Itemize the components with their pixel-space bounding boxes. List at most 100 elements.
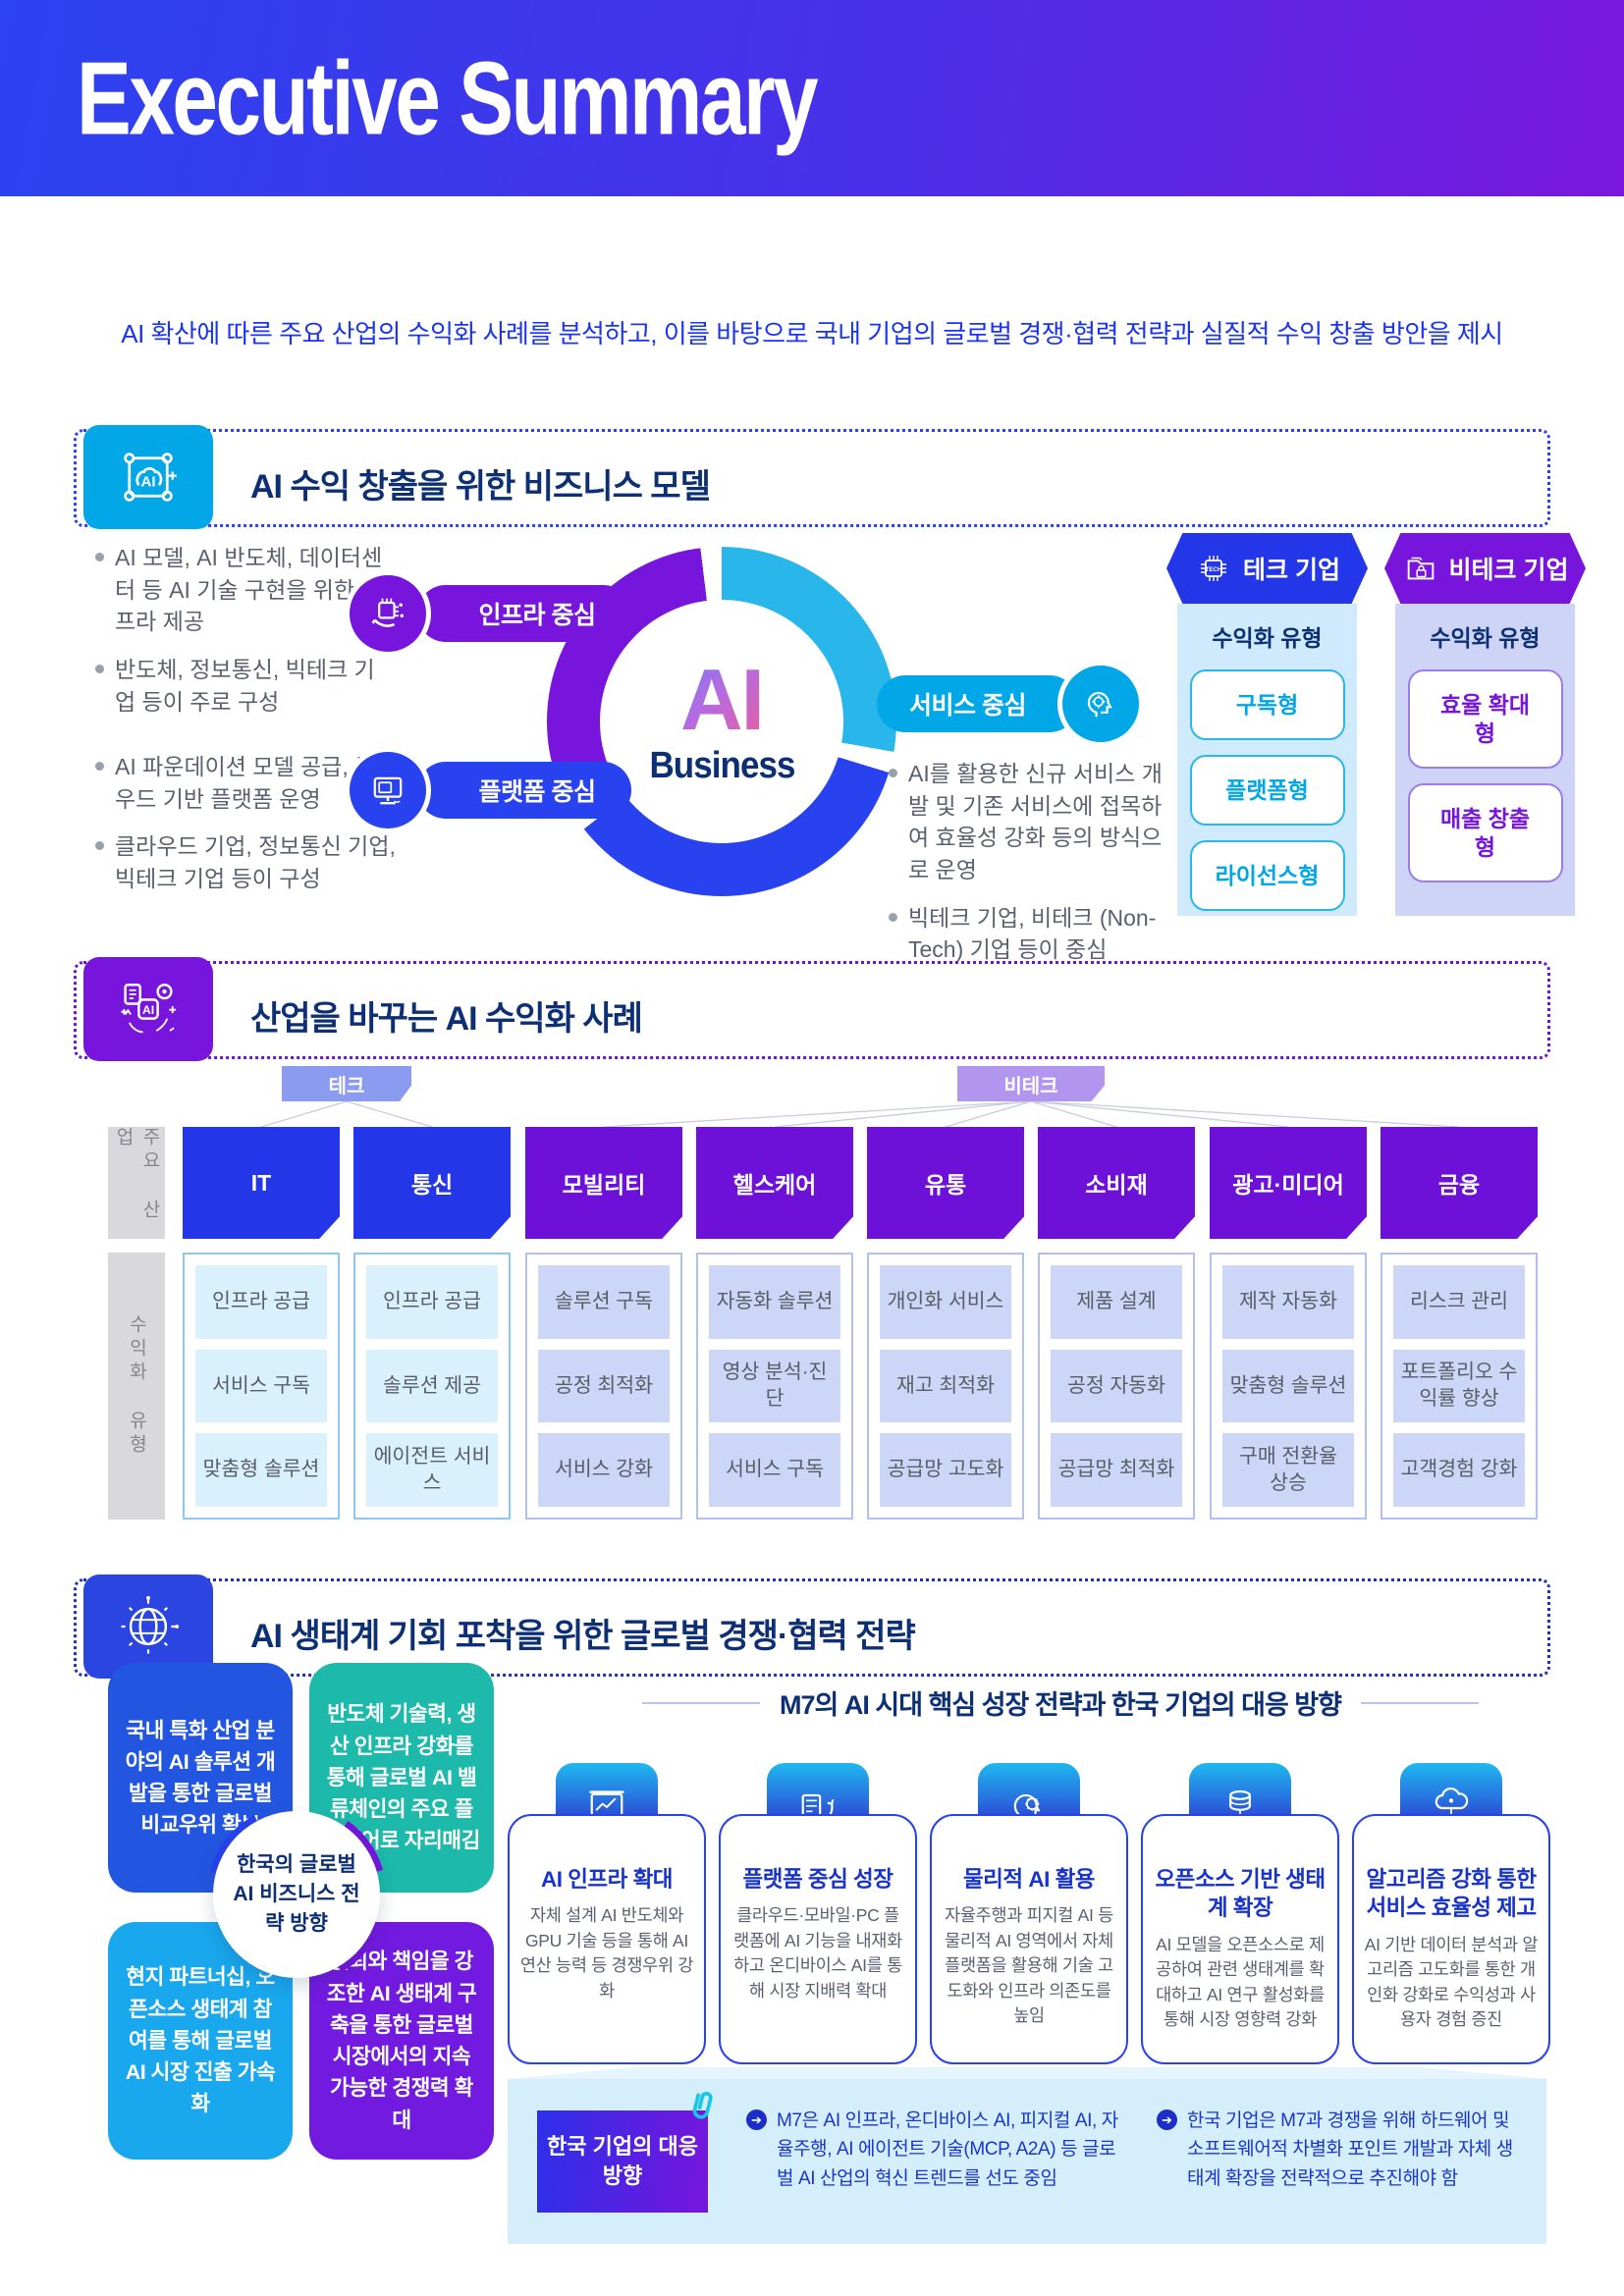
- table-cell: 에이전트 서비스: [366, 1433, 498, 1508]
- section2-badge: AI: [83, 957, 213, 1061]
- list-item: ➔ 한국 기업은 M7과 경쟁을 위해 하드웨어 및 소프트웨어적 차별화 포인…: [1157, 2107, 1522, 2193]
- physical-ai-robot-icon: [1005, 1785, 1053, 1832]
- m7-card-body: AI 모델을 오픈소스로 제공하여 관련 생태계를 확대하고 AI 연구 활성화…: [1156, 1934, 1325, 2030]
- pill-infra: 인프라 중심: [417, 585, 631, 642]
- column-header: IT: [183, 1127, 340, 1239]
- tech-card-title: 테크 기업: [1243, 557, 1340, 584]
- industry-ai-icon: AI: [116, 977, 181, 1041]
- m7-card-body: 자율주행과 피지컬 AI 등 물리적 AI 영역에서 자체 플랫폼을 활용해 기…: [945, 1905, 1113, 2026]
- table-cell: 공급망 최적화: [1051, 1433, 1182, 1508]
- list-item: 반도체, 정보통신, 빅테크 기업 등이 주로 구성: [93, 654, 393, 718]
- table-cell: 솔루션 구독: [538, 1265, 670, 1339]
- strategy-center-circle: 한국의 글로벌 AI 비즈니스 전략 방향: [213, 1811, 380, 1978]
- table-cell: 자동화 솔루션: [709, 1265, 840, 1339]
- svg-text:AI: AI: [140, 474, 155, 491]
- strategy-card: 현지 파트너십, 오픈소스 생태계 참여를 통해 글로벌 AI 시장 진출 가속…: [108, 1922, 293, 2160]
- business-label: Business: [648, 744, 795, 786]
- section3-title: AI 생태계 기회 포착을 위한 글로벌 경쟁·협력 전략: [250, 1618, 916, 1655]
- column-body: 제작 자동화 맞춤형 솔루션 구매 전환율 상승: [1210, 1253, 1367, 1520]
- column-header: 금융: [1380, 1127, 1538, 1239]
- section2-title: 산업을 바꾸는 AI 수익화 사례: [250, 1000, 643, 1038]
- column-header: 광고·미디어: [1210, 1127, 1367, 1239]
- nontech-card-header: 비테크 기업: [1384, 533, 1586, 604]
- table-cell: 포트폴리오 수익률 향상: [1393, 1349, 1525, 1423]
- column-body: 솔루션 구독 공정 최적화 서비스 강화: [525, 1253, 682, 1520]
- monitor-icon: [350, 752, 426, 828]
- m7-card-body: 클라우드·모바일·PC 플랫폼에 AI 기능을 내재화하고 온디바이스 AI를 …: [733, 1905, 902, 2001]
- m7-card-title: 알고리즘 강화 통한 서비스 효율성 제고: [1366, 1867, 1537, 1921]
- nontech-company-card: 비테크 기업 수익화 유형 효율 확대형 매출 창출형: [1384, 533, 1586, 916]
- tag-connector-lines: [183, 1101, 1538, 1127]
- table-cell: 서비스 구독: [195, 1349, 327, 1423]
- m7-title-row: M7의 AI 시대 핵심 성장 전략과 한국 기업의 대응 방향: [550, 1683, 1571, 1722]
- table-cell: 고객경험 강화: [1393, 1433, 1525, 1508]
- column-header: 소비재: [1038, 1127, 1195, 1239]
- nontech-card-title: 비테크 기업: [1448, 557, 1569, 584]
- globe-network-icon: [116, 1594, 181, 1659]
- header-banner: Executive Summary: [0, 0, 1624, 196]
- m7-card: AI 인프라 확대 자체 설계 AI 반도체와 GPU 기술 등을 통해 AI …: [508, 1814, 706, 2064]
- strategy-center-arcs: [203, 1801, 390, 1988]
- tag-nontech: 비테크: [957, 1066, 1105, 1101]
- pill-service-label: 서비스 중심: [909, 692, 1026, 720]
- ai-brain-icon: AI: [116, 445, 181, 509]
- response-bullet-text: 한국 기업은 M7과 경쟁을 위해 하드웨어 및 소프트웨어적 차별화 포인트 …: [1187, 2110, 1513, 2189]
- response-label: 한국 기업의 대응 방향: [537, 2110, 708, 2213]
- table-cell: 공정 자동화: [1051, 1349, 1182, 1423]
- service-bullets: AI를 활용한 신규 서비스 개발 및 기존 서비스에 접목하여 효율성 강화 …: [887, 758, 1171, 966]
- svg-text:AI: AI: [142, 1003, 154, 1017]
- m7-title: M7의 AI 시대 핵심 성장 전략과 한국 기업의 대응 방향: [780, 1690, 1342, 1720]
- column-body: 리스크 관리 포트폴리오 수익률 향상 고객경험 강화: [1380, 1253, 1538, 1520]
- table-cell: 서비스 구독: [709, 1433, 840, 1508]
- table-cell: 제품 설계: [1051, 1265, 1182, 1339]
- row-label-industry: 주요 산업: [108, 1127, 165, 1239]
- column-body: 자동화 솔루션 영상 분석·진단 서비스 구독: [696, 1253, 853, 1520]
- funnel-beam: [508, 2067, 1546, 2079]
- infra-bullets: AI 모델, AI 반도체, 데이터센터 등 AI 기술 구현을 위한 인프라 …: [93, 542, 393, 718]
- section3-badge: [83, 1575, 213, 1679]
- pill-platform: 플랫폼 중심: [417, 762, 631, 819]
- strategy-card: 국내 특화 산업 분야의 AI 솔루션 개발을 통한 글로벌 비교우위 확보: [108, 1663, 293, 1893]
- m7-card: 오픈소스 기반 생태계 확장 AI 모델을 오픈소스로 제공하여 관련 생태계를…: [1141, 1814, 1339, 2064]
- m7-card-title: 물리적 AI 활용: [962, 1867, 1096, 1892]
- column-body: 인프라 공급 서비스 구독 맞춤형 솔루션: [183, 1253, 340, 1520]
- m7-card-title: 플랫폼 중심 성장: [742, 1867, 893, 1892]
- m7-card-title: 오픈소스 기반 생태계 확장: [1155, 1867, 1326, 1921]
- m7-card: 알고리즘 강화 통한 서비스 효율성 제고 AI 기반 데이터 분석과 알고리즘…: [1352, 1814, 1550, 2064]
- list-item: AI 모델, AI 반도체, 데이터센터 등 AI 기술 구현을 위한 인프라 …: [93, 542, 393, 638]
- list-item: ➔ M7은 AI 인프라, 온디바이스 AI, 피지컬 AI, 자율주행, AI…: [746, 2107, 1119, 2193]
- tech-company-card: TECH 테크 기업 수익화 유형 구독형 플랫폼형 라이선스형: [1166, 533, 1368, 916]
- m7-card-body: AI 기반 데이터 분석과 알고리즘 고도화를 통한 개인화 강화로 수익성과 …: [1364, 1934, 1539, 2030]
- section3-frame: [74, 1578, 1550, 1677]
- monetization-box: 구독형: [1189, 669, 1345, 740]
- ring-center: AI Business: [600, 600, 843, 843]
- column-header: 모빌리티: [525, 1127, 682, 1239]
- monetization-box: 효율 확대형: [1407, 669, 1563, 769]
- table-cell: 솔루션 제공: [366, 1349, 498, 1423]
- svg-text:TECH: TECH: [1206, 567, 1221, 573]
- tech-chip-icon: TECH: [1194, 549, 1233, 588]
- page-title: Executive Summary: [77, 40, 819, 157]
- column-body: 개인화 서비스 재고 최적화 공급망 고도화: [867, 1253, 1024, 1520]
- table-cell: 맞춤형 솔루션: [195, 1433, 327, 1508]
- column-header: 통신: [353, 1127, 511, 1239]
- table-cell: 리스크 관리: [1393, 1265, 1525, 1339]
- tech-card-subtitle: 수익화 유형: [1212, 625, 1323, 651]
- monetization-box: 플랫폼형: [1189, 755, 1345, 826]
- list-item: AI 파운데이션 모델 공급, 클라우드 기반 플랫폼 운영: [93, 751, 403, 815]
- ai-artwork: AI: [680, 650, 765, 748]
- table-cell: 인프라 공급: [366, 1265, 498, 1339]
- section2-frame: [74, 961, 1550, 1059]
- table-cell: 구매 전환율 상승: [1222, 1433, 1354, 1508]
- table-cell: 맞춤형 솔루션: [1222, 1349, 1354, 1423]
- table-cell: 영상 분석·진단: [709, 1349, 840, 1423]
- list-item: 클라우드 기업, 정보통신 기업, 빅테크 기업 등이 구성: [93, 830, 403, 894]
- folder-lock-icon: [1402, 550, 1439, 587]
- list-item: AI를 활용한 신규 서비스 개발 및 기존 서비스에 접목하여 효율성 강화 …: [887, 758, 1171, 886]
- table-cell: 공급망 고도화: [880, 1433, 1011, 1508]
- section1-badge: AI: [83, 425, 213, 529]
- platform-bullets: AI 파운데이션 모델 공급, 클라우드 기반 플랫폼 운영 클라우드 기업, …: [93, 751, 403, 895]
- tech-card-body: 수익화 유형 구독형 플랫폼형 라이선스형: [1177, 604, 1357, 916]
- table-cell: 재고 최적화: [880, 1349, 1011, 1423]
